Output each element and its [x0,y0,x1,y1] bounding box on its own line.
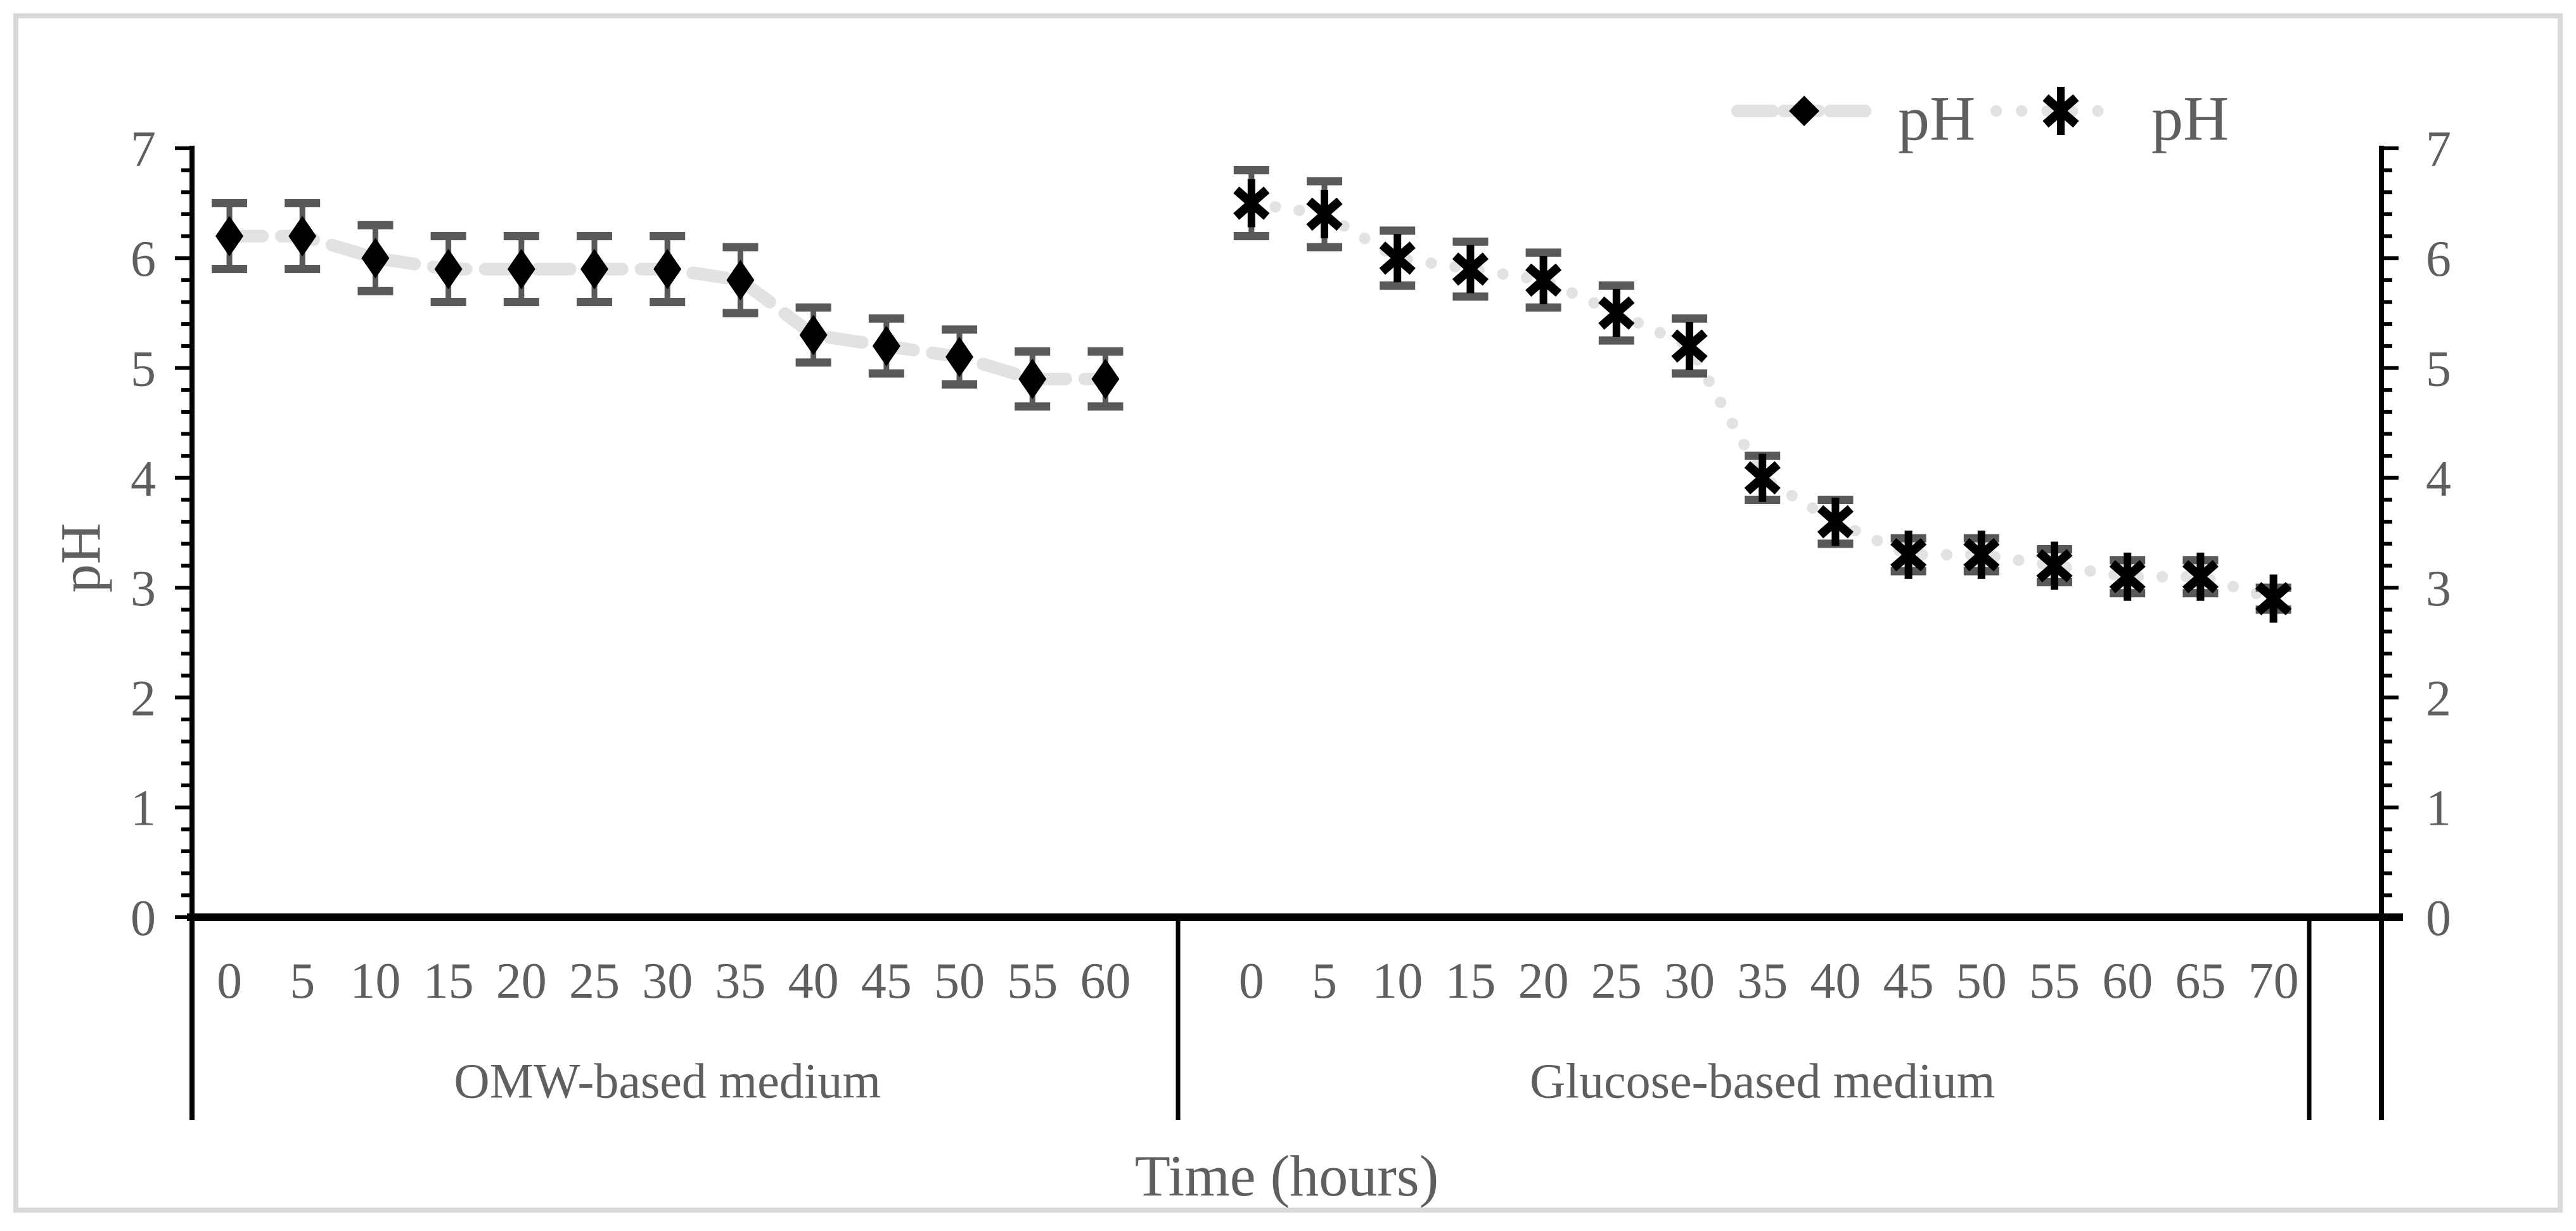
y-tick-label-right: 7 [2426,122,2451,177]
diamond-marker [361,238,390,279]
x-tick-label: 15 [423,953,474,1009]
x-tick-label: 15 [1445,953,1496,1009]
x-tick-label: 35 [1737,953,1788,1009]
y-tick-label-right: 0 [2426,891,2451,946]
y-tick-label-right: 2 [2426,671,2451,726]
x-tick-label: 10 [350,953,400,1009]
y-axis-title: pH [50,523,113,593]
x-tick-label: 70 [2248,953,2299,1009]
y-tick-label-left: 2 [131,671,156,726]
x-tick-label: 50 [1956,953,2007,1009]
x-marker [1598,288,1635,337]
x-tick-label: 60 [1080,953,1131,1009]
x-marker [2036,541,2073,590]
y-tick-label-left: 0 [131,891,156,946]
y-tick-label-right: 6 [2426,231,2451,287]
x-tick-label: 25 [1591,953,1642,1009]
x-tick-label: 55 [1007,953,1058,1009]
y-tick-label-left: 3 [131,561,156,617]
y-tick-label-left: 6 [131,231,156,287]
x-tick-label: 5 [290,953,315,1009]
legend: pH pH [1731,84,2229,154]
diamond-marker [288,216,317,257]
x-tick-label: 0 [217,953,242,1009]
y-tick-label-left: 4 [131,451,156,507]
x-tick-label: 65 [2175,953,2226,1009]
error-bars [212,199,1124,411]
diamond-marker [799,314,828,356]
diamond-marker [434,248,463,290]
y-axis-title: pH [50,523,113,593]
diamond-marker [945,337,973,378]
x-tick-label: 60 [2102,953,2153,1009]
x-tick-label: 10 [1372,953,1423,1009]
x-tick-label: 35 [715,953,766,1009]
x-marker [1963,531,2000,579]
x-marker [2182,552,2219,601]
y-tick-label-right: 1 [2426,781,2451,837]
x-marker [1817,498,1854,546]
x-tick-label: 55 [2029,953,2080,1009]
data-point-markers [1233,179,2292,623]
x-axis [187,913,2403,1120]
y-tick-labels: 0 0 1 1 2 2 3 3 4 4 5 5 6 6 7 7 [131,122,2451,946]
x-tick-label: 5 [1312,953,1337,1009]
x-tick-label: 40 [1810,953,1861,1009]
y-tick-label-right: 3 [2426,561,2451,617]
diamond-marker [653,248,682,290]
x-marker [1306,190,1343,238]
diamond-marker [1091,358,1120,399]
x-group-label: Glucose-based medium [1530,1054,1995,1109]
x-tick-label: 30 [1664,953,1715,1009]
y-tick-label-left: 5 [131,342,156,397]
diamond-marker [726,259,755,300]
x-tick-label: 45 [1883,953,1934,1009]
x-marker [1671,321,1708,370]
series-omw [212,199,1124,411]
x-tick-label: 45 [861,953,912,1009]
series-glucose [1233,166,2292,623]
x-marker [1233,179,1270,228]
diamond-marker [872,325,900,366]
diamond-marker [215,216,243,257]
x-tick-label: 30 [642,953,693,1009]
diamond-marker [507,248,535,290]
legend-label: pH [2151,84,2229,154]
x-tick-label: 20 [496,953,547,1009]
x-tick-label: 20 [1518,953,1569,1009]
x-axis-title: Time (hours) [1135,1144,1439,1208]
x-marker [1525,255,1562,304]
diamond-marker [1789,96,1819,126]
y-tick-label-left: 7 [131,122,156,177]
x-marker [1744,453,1781,502]
y-tick-label-right: 5 [2426,342,2451,397]
x-marker [2255,574,2292,623]
error-bars [1233,166,2291,614]
y-tick-label-right: 4 [2426,451,2451,507]
y-tick-label-left: 1 [131,781,156,837]
data-point-markers [215,216,1120,399]
x-marker [2042,87,2079,135]
x-marker [1452,245,1489,293]
x-tick-label: 40 [788,953,839,1009]
x-marker [2109,552,2146,601]
y-axes [175,145,2399,1120]
x-tick-label: 0 [1239,953,1264,1009]
x-marker [1379,234,1416,283]
x-axis-title: Time (hours) [1135,1144,1439,1208]
x-marker [1890,531,1927,579]
diamond-marker [580,248,608,290]
x-tick-label: 25 [569,953,620,1009]
x-tick-label: 50 [934,953,985,1009]
x-group-label: OMW-based medium [454,1054,881,1109]
legend-label: pH [1898,84,1975,154]
figure-border [13,13,2563,1213]
diamond-marker [1018,358,1047,399]
